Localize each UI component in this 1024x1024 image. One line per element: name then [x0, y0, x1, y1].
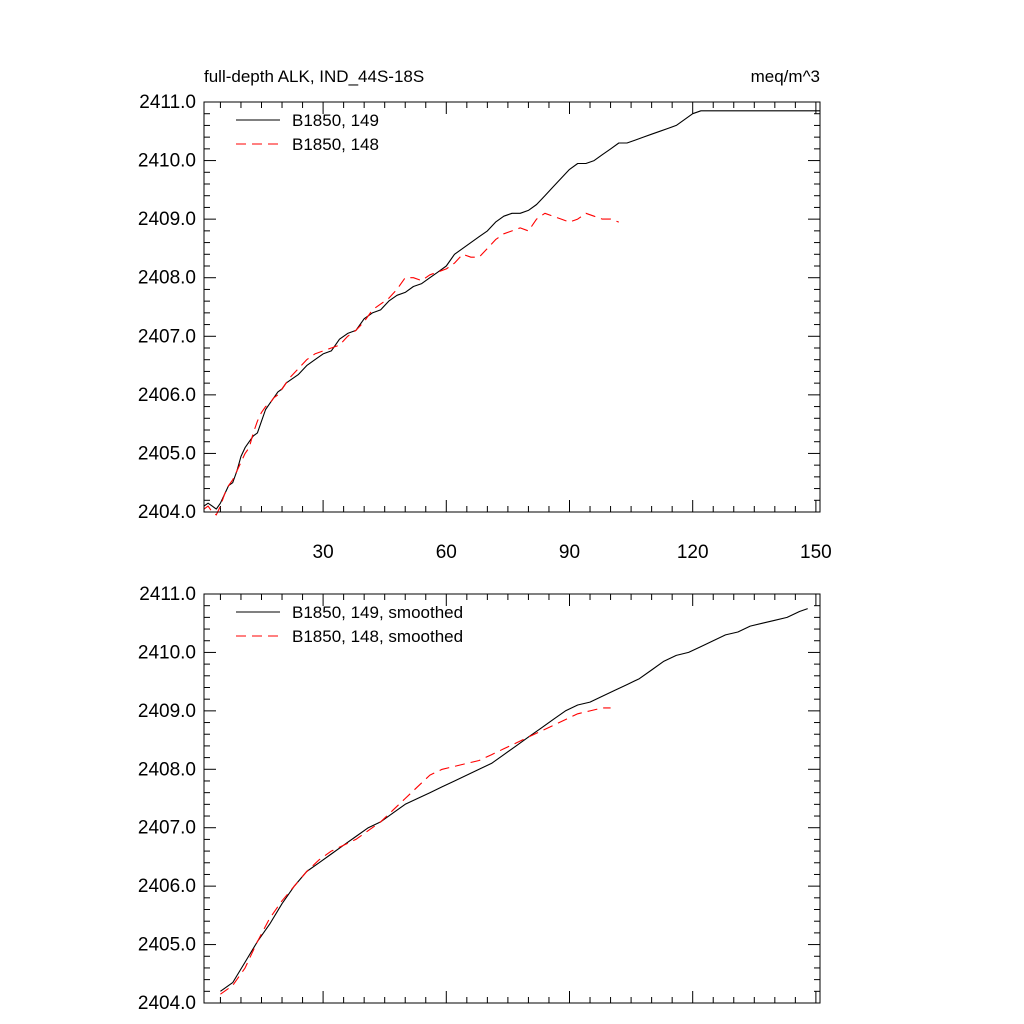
y-tick-label: 2407.0	[138, 326, 196, 347]
y-tick-label: 2410.0	[138, 642, 196, 663]
x-tick-label: 30	[313, 542, 334, 563]
y-axis-tick-labels: 2404.0 2405.0 2406.0 2407.0 2408.0 2409.0 2410…	[138, 92, 196, 523]
units-label: meq/m^3	[751, 67, 820, 86]
y-tick-label: 2409.0	[138, 701, 196, 722]
legend-label-b1850-148: B1850, 148	[292, 135, 379, 154]
y-tick-label: 2406.0	[138, 876, 196, 897]
y-tick-label: 2411.0	[139, 584, 196, 605]
series-line-b1850-148-smoothed	[220, 707, 611, 995]
x-tick-label: 150	[800, 542, 832, 563]
series-line-b1850-149	[203, 110, 820, 510]
x-tick-label: 120	[677, 542, 709, 563]
legend: B1850, 149 B1850, 148	[236, 111, 379, 154]
series-line-b1850-148	[203, 212, 619, 516]
y-tick-label: 2407.0	[138, 818, 196, 839]
y-tick-label: 2408.0	[138, 268, 196, 289]
series-line-b1850-149-smoothed	[220, 608, 808, 992]
y-tick-label: 2406.0	[138, 385, 196, 406]
legend-label-b1850-148-smoothed: B1850, 148, smoothed	[292, 627, 463, 646]
legend-label-b1850-149-smoothed: B1850, 149, smoothed	[292, 603, 463, 622]
x-axis-tick-labels: 30 60 90 120 150	[313, 542, 832, 563]
y-tick-label: 2411.0	[139, 92, 196, 113]
y-tick-label: 2408.0	[138, 759, 196, 780]
y-tick-label: 2404.0	[138, 502, 196, 523]
legend: B1850, 149, smoothed B1850, 148, smoothe…	[236, 603, 463, 646]
y-tick-label: 2410.0	[138, 151, 196, 172]
axis-ticks	[204, 101, 820, 513]
plot-frame	[203, 101, 821, 513]
x-tick-label: 60	[436, 542, 457, 563]
chart-title: full-depth ALK, IND_44S-18S	[204, 67, 424, 86]
y-tick-label: 2409.0	[138, 209, 196, 230]
top-chart-panel: full-depth ALK, IND_44S-18S meq/m^3 2404…	[138, 67, 832, 563]
plot-series	[203, 110, 820, 516]
plot-frame	[203, 593, 821, 1004]
y-axis-tick-labels: 2404.0 2405.0 2406.0 2407.0 2408.0 2409.0 2410…	[138, 584, 196, 1014]
y-tick-label: 2405.0	[138, 443, 196, 464]
x-tick-label: 90	[559, 542, 580, 563]
legend-label-b1850-149: B1850, 149	[292, 111, 379, 130]
axis-ticks	[204, 593, 820, 1004]
y-tick-label: 2405.0	[138, 935, 196, 956]
plot-series	[220, 608, 808, 995]
bottom-chart-panel: 2404.0 2405.0 2406.0 2407.0 2408.0 2409.0 2410…	[138, 584, 821, 1014]
y-tick-label: 2404.0	[138, 993, 196, 1014]
